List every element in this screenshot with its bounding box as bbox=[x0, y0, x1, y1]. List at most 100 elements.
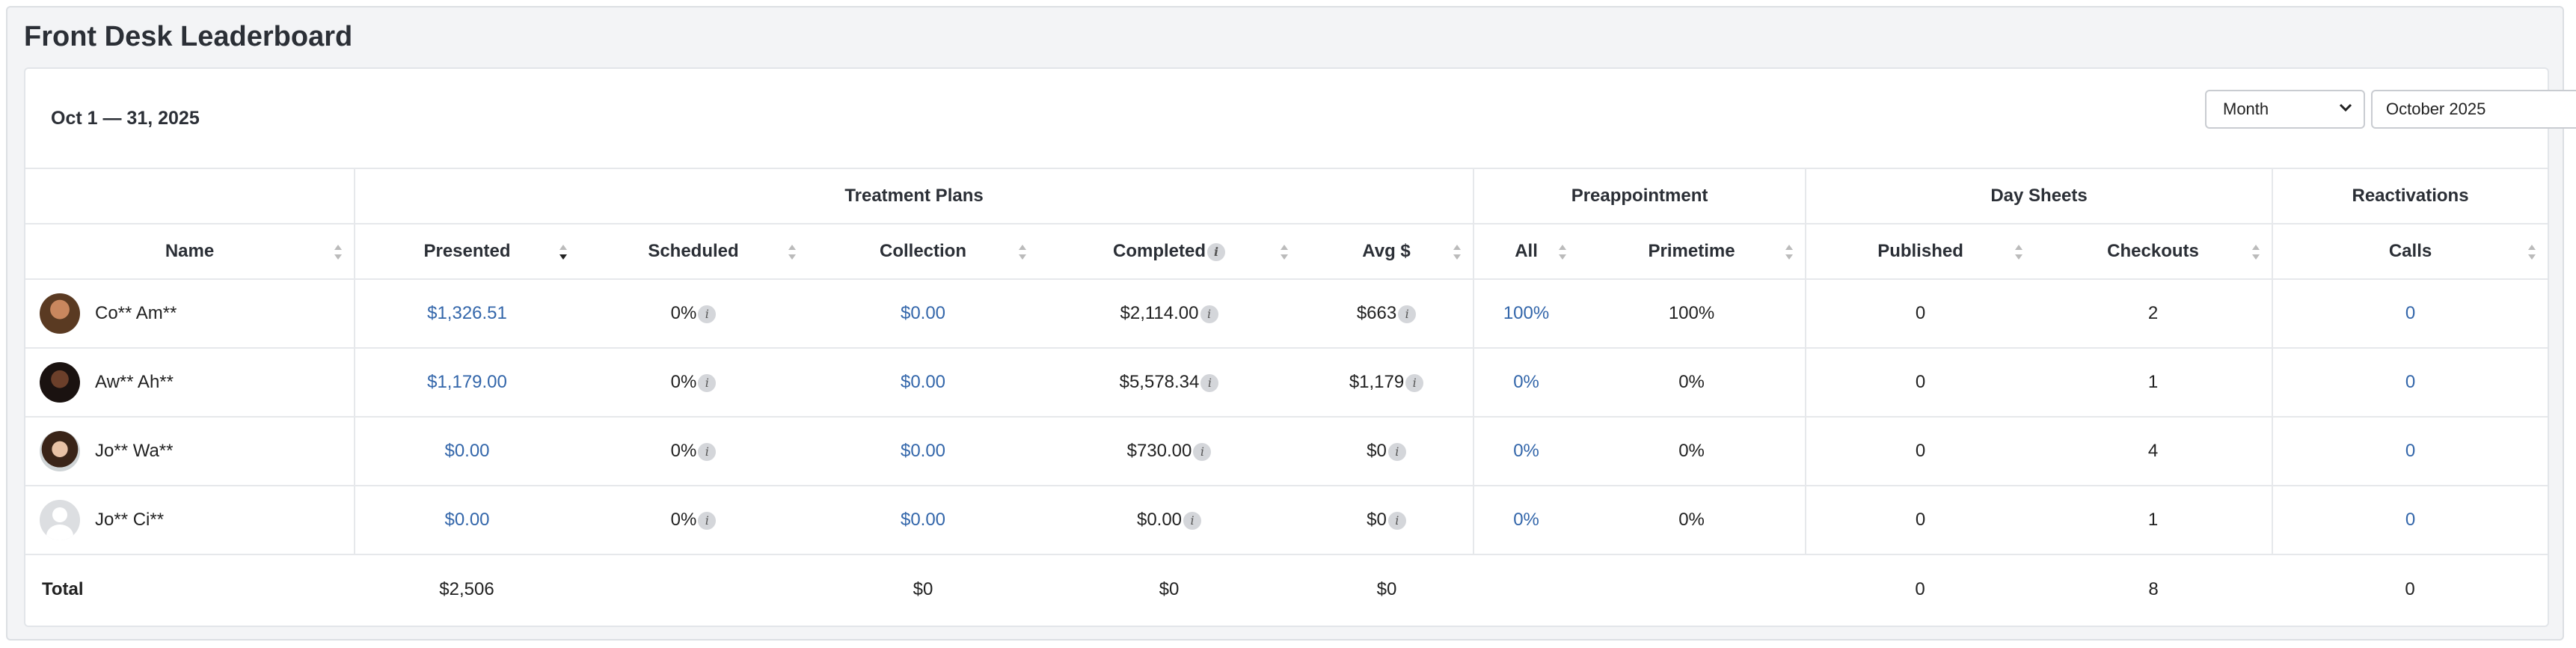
col-completed[interactable]: Completed i bbox=[1038, 224, 1300, 280]
completed-cell: $2,114.00 i bbox=[1038, 279, 1300, 349]
avg-cell: $0 i bbox=[1300, 417, 1474, 486]
presented-link[interactable]: $0.00 bbox=[354, 486, 579, 555]
avg-cell: $663 i bbox=[1300, 279, 1474, 349]
sort-icon bbox=[1019, 245, 1026, 260]
month-input-value: October 2025 bbox=[2386, 100, 2486, 118]
group-empty bbox=[25, 168, 355, 224]
col-primetime[interactable]: Primetime bbox=[1578, 224, 1806, 280]
collection-link[interactable]: $0.00 bbox=[808, 348, 1038, 418]
published-value: 0 bbox=[1805, 348, 2035, 418]
sort-desc-icon bbox=[559, 245, 567, 260]
month-input[interactable]: October 2025 bbox=[2371, 90, 2576, 129]
col-name[interactable]: Name bbox=[25, 224, 355, 280]
primetime-value: 100% bbox=[1578, 279, 1806, 349]
avg-value: $0 bbox=[1367, 441, 1387, 461]
col-collection[interactable]: Collection bbox=[808, 224, 1038, 280]
checkouts-value: 2 bbox=[2034, 279, 2273, 349]
info-icon[interactable]: i bbox=[1405, 373, 1424, 392]
avg-value: $0 bbox=[1367, 510, 1387, 530]
leaderboard-panel: Front Desk Leaderboard Oct 1 — 31, 2025 … bbox=[6, 6, 2576, 641]
sort-icon bbox=[1559, 245, 1567, 260]
info-icon[interactable]: i bbox=[1387, 442, 1406, 461]
calls-link[interactable]: 0 bbox=[2272, 417, 2548, 486]
info-icon[interactable]: i bbox=[698, 442, 717, 461]
col-checkouts[interactable]: Checkouts bbox=[2034, 224, 2273, 280]
employee-name: Aw** Ah** bbox=[95, 372, 174, 392]
info-icon[interactable]: i bbox=[698, 511, 717, 530]
col-published[interactable]: Published bbox=[1805, 224, 2035, 280]
sort-icon bbox=[2015, 245, 2023, 260]
info-icon[interactable]: i bbox=[698, 373, 717, 392]
info-icon[interactable]: i bbox=[1387, 511, 1406, 530]
total-completed: $0 bbox=[1159, 578, 1180, 599]
total-all bbox=[1473, 554, 1578, 623]
info-icon[interactable]: i bbox=[1183, 511, 1202, 530]
all-link[interactable]: 0% bbox=[1473, 348, 1579, 418]
collection-link[interactable]: $0.00 bbox=[808, 486, 1038, 555]
total-published: 0 bbox=[1915, 578, 1925, 599]
total-primetime bbox=[1578, 554, 1806, 623]
completed-value: $730.00 bbox=[1126, 441, 1192, 461]
leaderboard-table: Treatment Plans Preappointment Day Sheet… bbox=[25, 168, 2548, 623]
all-link[interactable]: 100% bbox=[1473, 279, 1579, 349]
sort-icon bbox=[1281, 245, 1288, 260]
collection-link[interactable]: $0.00 bbox=[808, 279, 1038, 349]
table-row: Jo** Wa** $0.00 0% i $0.00 $730.00 i $0 i 0… bbox=[25, 417, 2548, 486]
sort-icon bbox=[1453, 245, 1462, 260]
group-reactivations: Reactivations bbox=[2272, 168, 2548, 224]
total-avg: $0 bbox=[1376, 578, 1397, 599]
name-cell: Jo** Ci** bbox=[25, 486, 355, 555]
presented-link[interactable]: $1,326.51 bbox=[354, 279, 579, 349]
scheduled-value: 0% bbox=[670, 372, 697, 392]
info-icon[interactable]: i bbox=[1200, 305, 1218, 323]
collection-link[interactable]: $0.00 bbox=[808, 417, 1038, 486]
col-all[interactable]: All bbox=[1473, 224, 1579, 280]
all-link[interactable]: 0% bbox=[1473, 486, 1579, 555]
avatar bbox=[40, 431, 80, 471]
avg-cell: $1,179 i bbox=[1300, 348, 1474, 418]
group-day-sheets: Day Sheets bbox=[1805, 168, 2273, 224]
scheduled-cell: 0% i bbox=[579, 486, 808, 555]
col-presented[interactable]: Presented bbox=[354, 224, 579, 280]
col-checkouts-label: Checkouts bbox=[2107, 241, 2199, 261]
period-select[interactable]: Month bbox=[2205, 90, 2365, 129]
col-calls[interactable]: Calls bbox=[2272, 224, 2548, 280]
total-collection: $0 bbox=[913, 578, 933, 599]
table-row: Jo** Ci** $0.00 0% i $0.00 $0.00 i $0 i 0% … bbox=[25, 486, 2548, 555]
col-published-label: Published bbox=[1877, 241, 1963, 261]
checkouts-value: 4 bbox=[2034, 417, 2273, 486]
info-icon[interactable]: i bbox=[1398, 305, 1417, 323]
group-header-row: Treatment Plans Preappointment Day Sheet… bbox=[25, 168, 2548, 224]
completed-cell: $730.00 i bbox=[1038, 417, 1300, 486]
name-cell: Co** Am** bbox=[25, 279, 355, 349]
period-select-value: Month bbox=[2223, 100, 2269, 118]
completed-value: $2,114.00 bbox=[1120, 303, 1199, 323]
info-icon[interactable]: i bbox=[1193, 442, 1212, 461]
presented-link[interactable]: $0.00 bbox=[354, 417, 579, 486]
calls-link[interactable]: 0 bbox=[2272, 486, 2548, 555]
col-avg[interactable]: Avg $ bbox=[1300, 224, 1474, 280]
column-header-row: Name Presented Scheduled Collection bbox=[25, 224, 2548, 280]
col-name-label: Name bbox=[165, 241, 215, 261]
calls-link[interactable]: 0 bbox=[2272, 348, 2548, 418]
presented-link[interactable]: $1,179.00 bbox=[354, 348, 579, 418]
col-scheduled[interactable]: Scheduled bbox=[579, 224, 808, 280]
scheduled-cell: 0% i bbox=[579, 417, 808, 486]
calls-link[interactable]: 0 bbox=[2272, 279, 2548, 349]
info-icon[interactable]: i bbox=[1207, 242, 1225, 261]
sort-icon bbox=[2528, 245, 2536, 260]
completed-value: $0.00 bbox=[1136, 510, 1183, 530]
info-icon[interactable]: i bbox=[1200, 373, 1219, 392]
all-link[interactable]: 0% bbox=[1473, 417, 1579, 486]
info-icon[interactable]: i bbox=[698, 305, 717, 323]
avg-value: $663 bbox=[1356, 303, 1397, 323]
completed-cell: $0.00 i bbox=[1038, 486, 1300, 555]
avg-value: $1,179 bbox=[1349, 372, 1405, 392]
avatar bbox=[40, 362, 80, 403]
scheduled-value: 0% bbox=[670, 303, 697, 323]
scheduled-cell: 0% i bbox=[579, 348, 808, 418]
name-cell: Aw** Ah** bbox=[25, 348, 355, 418]
total-calls: 0 bbox=[2405, 578, 2415, 599]
employee-name: Jo** Ci** bbox=[95, 510, 165, 530]
sort-icon bbox=[1785, 245, 1794, 260]
